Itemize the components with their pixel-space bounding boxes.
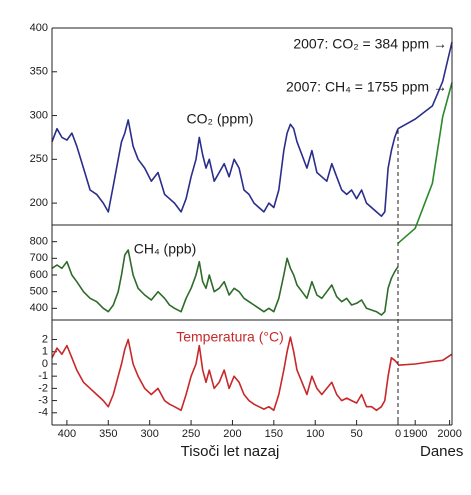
x-tick-label: 100 xyxy=(306,428,324,440)
data-line xyxy=(51,249,399,316)
y-tick-label: 250 xyxy=(30,153,48,165)
annotation: 2007: CH₄ = 1755 ppm → xyxy=(286,79,447,95)
y-tick-label: 2 xyxy=(42,333,48,345)
y-tick-label: 1 xyxy=(42,346,48,358)
y-tick-label: 200 xyxy=(30,197,48,209)
x-tick-label: 250 xyxy=(182,428,200,440)
y-tick-label: 0 xyxy=(42,358,48,370)
y-tick-label: 500 xyxy=(30,286,48,298)
x-tick-label: 1900 xyxy=(403,428,427,440)
y-tick-label: 800 xyxy=(30,236,48,248)
x-tick-label: 0 xyxy=(395,428,401,440)
x-tick-label: 50 xyxy=(350,428,362,440)
x-tick-label: 2000 xyxy=(437,428,461,440)
x-tick-label: 300 xyxy=(140,428,158,440)
recent-line xyxy=(397,82,453,244)
recent-line xyxy=(397,41,453,130)
data-line xyxy=(51,119,399,217)
recent-axis-title: Danes xyxy=(420,443,463,460)
y-tick-label: 600 xyxy=(30,269,48,281)
y-tick-label: 700 xyxy=(30,252,48,264)
panel-label: CO₂ (ppm) xyxy=(187,111,254,127)
x-tick-label: 200 xyxy=(223,428,241,440)
x-tick-label: 400 xyxy=(58,428,76,440)
panel-label: Temperatura (°C) xyxy=(176,329,284,345)
x-axis-title: Tisoči let nazaj xyxy=(181,443,280,460)
y-tick-label: 400 xyxy=(30,22,48,34)
y-tick-label: -4 xyxy=(38,407,48,419)
x-tick-label: 150 xyxy=(265,428,283,440)
y-tick-label: -3 xyxy=(38,394,48,406)
annotation: 2007: CO₂ = 384 ppm → xyxy=(293,36,447,52)
y-tick-label: 350 xyxy=(30,66,48,78)
recent-line xyxy=(397,353,453,366)
x-tick-label: 350 xyxy=(99,428,117,440)
panel-label: CH₄ (ppb) xyxy=(134,241,197,257)
y-tick-label: 400 xyxy=(30,302,48,314)
data-line xyxy=(51,336,399,412)
y-tick-label: -2 xyxy=(38,382,48,394)
y-tick-label: -1 xyxy=(38,370,48,382)
y-tick-label: 300 xyxy=(30,109,48,121)
